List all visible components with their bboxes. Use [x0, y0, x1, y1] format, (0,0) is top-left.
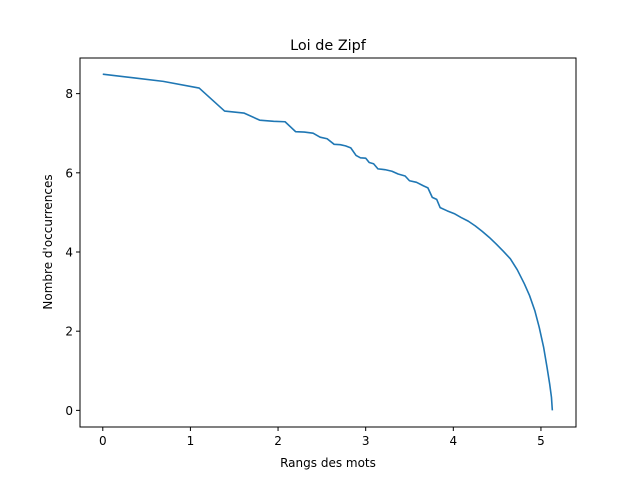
x-tick-label: 1	[187, 434, 195, 448]
y-axis-label: Nombre d'occurrences	[41, 174, 55, 309]
y-tick-label: 6	[65, 166, 73, 180]
x-axis-ticks: 0 1 2 3 4 5	[99, 427, 545, 448]
x-tick-label: 3	[362, 434, 370, 448]
y-axis-ticks: 0 2 4 6 8	[65, 87, 80, 418]
plot-frame	[79, 57, 577, 428]
series-line-0	[102, 73, 554, 411]
x-tick-label: 0	[99, 434, 107, 448]
y-tick-label: 2	[65, 325, 73, 339]
chart-title: Loi de Zipf	[290, 38, 367, 54]
x-axis-label: Rangs des mots	[280, 456, 376, 470]
x-tick-label: 2	[274, 434, 282, 448]
y-tick-label: 4	[65, 246, 73, 260]
x-tick-label: 5	[537, 434, 545, 448]
y-tick-label: 8	[65, 87, 73, 101]
plot-layer	[102, 73, 554, 411]
x-tick-label: 4	[449, 434, 457, 448]
y-tick-label: 0	[65, 404, 73, 418]
